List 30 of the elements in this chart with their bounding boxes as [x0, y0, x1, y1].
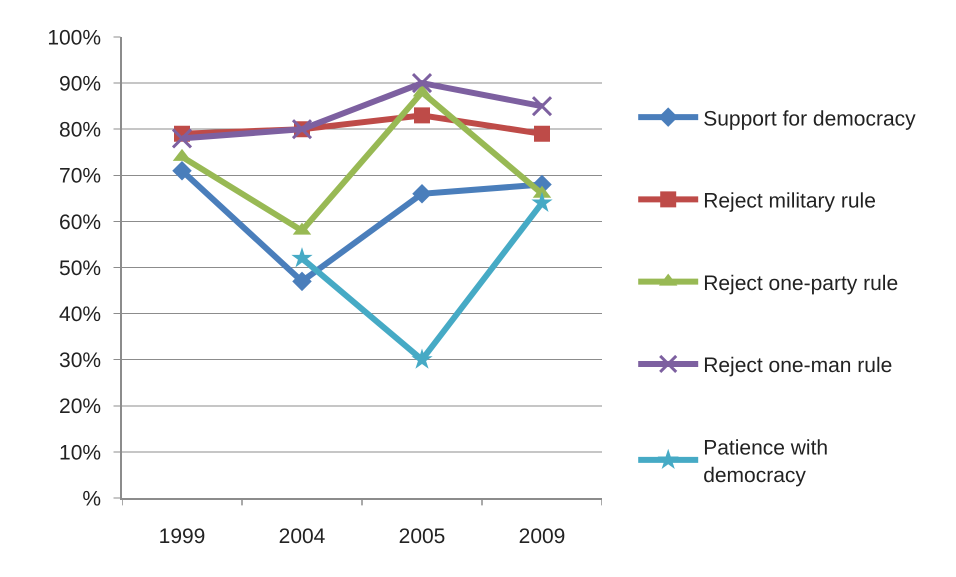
x-tick-label: 2004 [278, 524, 326, 548]
y-tick-label: 20% [59, 395, 102, 418]
point [411, 348, 433, 369]
point [172, 128, 192, 149]
y-tick-label: 30% [59, 349, 102, 372]
x-tick-label: 2009 [518, 524, 566, 548]
point [412, 72, 432, 94]
y-tick-label: 90% [59, 72, 102, 96]
point [291, 247, 313, 268]
y-tick-label: 70% [59, 164, 102, 188]
legend-label: Reject one-party rule [703, 272, 898, 295]
point [531, 192, 553, 212]
y-tick-label: 80% [59, 118, 102, 142]
x-tick-label: 2005 [398, 524, 446, 548]
point [172, 160, 192, 180]
legend-label: Reject military rule [703, 190, 876, 213]
y-tick-label: 60% [59, 210, 102, 234]
y-tick-label: 50% [59, 256, 102, 280]
legend-label: Reject one-man rule [703, 354, 892, 378]
point [534, 126, 550, 142]
legend-label: Patience with democracy [703, 436, 828, 487]
y-tick-label: 10% [59, 441, 102, 464]
x-tick-label: 1999 [158, 524, 206, 548]
point [414, 107, 430, 124]
point [532, 96, 552, 117]
y-tick-label: 40% [59, 302, 102, 326]
y-tick-label: 100% [47, 26, 102, 50]
point [292, 272, 312, 292]
legend-label: Support for democracy [703, 107, 916, 130]
y-tick-label: % [82, 487, 102, 510]
